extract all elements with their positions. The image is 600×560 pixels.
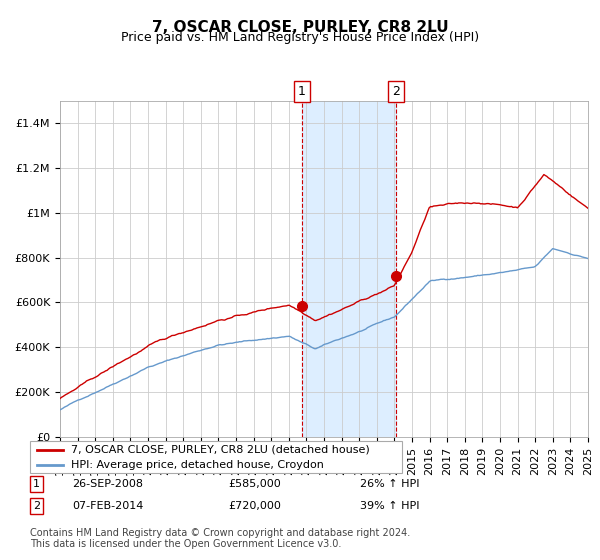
Text: 7, OSCAR CLOSE, PURLEY, CR8 2LU: 7, OSCAR CLOSE, PURLEY, CR8 2LU xyxy=(152,20,448,35)
Text: 1: 1 xyxy=(33,479,40,489)
Text: Contains HM Land Registry data © Crown copyright and database right 2024.
This d: Contains HM Land Registry data © Crown c… xyxy=(30,528,410,549)
Text: 1: 1 xyxy=(298,85,306,98)
Text: £720,000: £720,000 xyxy=(228,501,281,511)
Bar xyxy=(302,101,396,437)
Text: HPI: Average price, detached house, Croydon: HPI: Average price, detached house, Croy… xyxy=(71,460,324,470)
Text: 26-SEP-2008: 26-SEP-2008 xyxy=(72,479,143,489)
Text: £585,000: £585,000 xyxy=(228,479,281,489)
FancyBboxPatch shape xyxy=(30,441,402,473)
Text: 7, OSCAR CLOSE, PURLEY, CR8 2LU (detached house): 7, OSCAR CLOSE, PURLEY, CR8 2LU (detache… xyxy=(71,445,370,455)
Text: 2: 2 xyxy=(392,85,400,98)
Text: 39% ↑ HPI: 39% ↑ HPI xyxy=(360,501,419,511)
Text: Price paid vs. HM Land Registry's House Price Index (HPI): Price paid vs. HM Land Registry's House … xyxy=(121,31,479,44)
Text: 07-FEB-2014: 07-FEB-2014 xyxy=(72,501,143,511)
Text: 26% ↑ HPI: 26% ↑ HPI xyxy=(360,479,419,489)
Text: 2: 2 xyxy=(33,501,40,511)
